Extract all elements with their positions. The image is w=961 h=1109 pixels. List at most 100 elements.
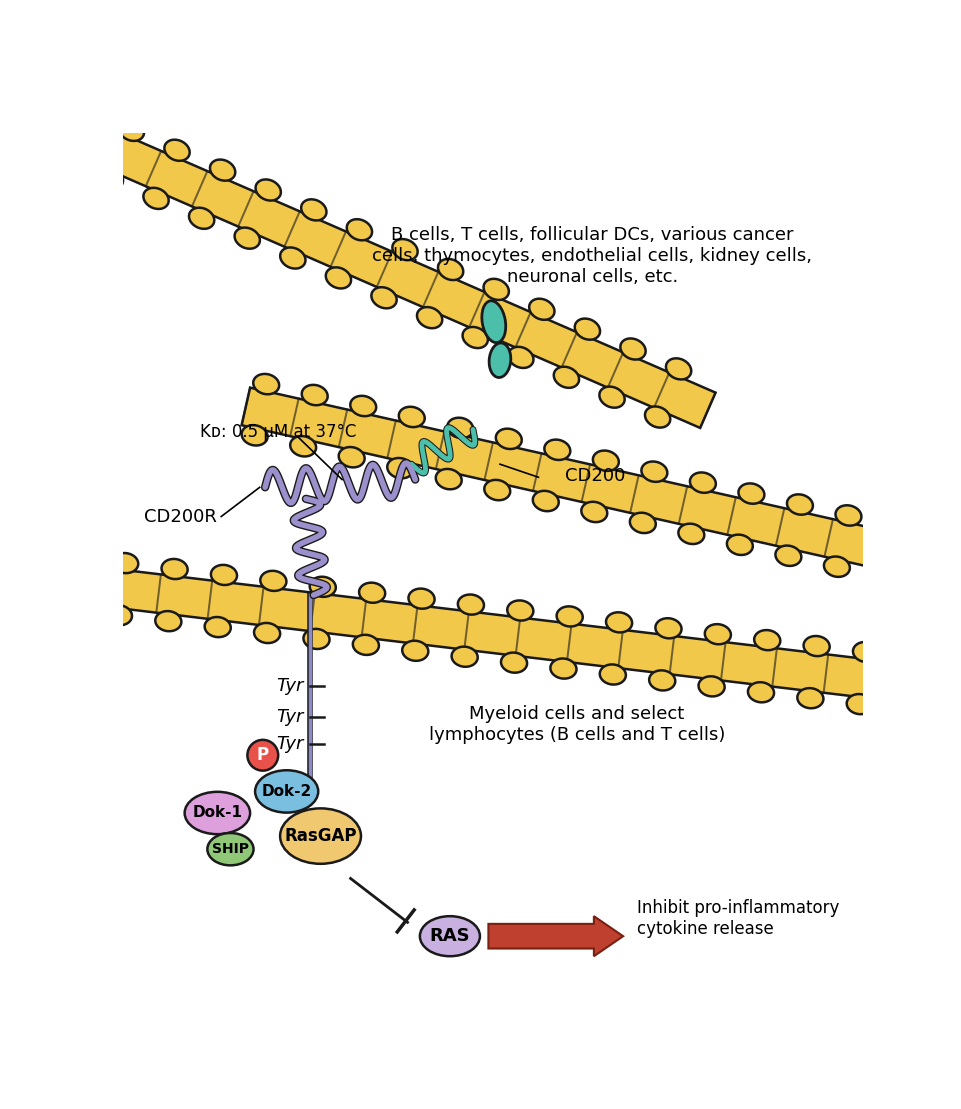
- Ellipse shape: [387, 458, 412, 478]
- Text: Dok-2: Dok-2: [261, 784, 311, 798]
- Ellipse shape: [786, 495, 812, 515]
- Ellipse shape: [350, 396, 376, 416]
- Ellipse shape: [483, 480, 509, 500]
- Ellipse shape: [253, 374, 279, 395]
- Ellipse shape: [358, 582, 384, 603]
- Ellipse shape: [649, 670, 675, 691]
- Ellipse shape: [727, 535, 752, 554]
- Polygon shape: [105, 568, 878, 699]
- Ellipse shape: [416, 307, 442, 328]
- Ellipse shape: [698, 676, 724, 696]
- Text: B cells, T cells, follicular DCs, various cancer
cells, thymocytes, endothelial : B cells, T cells, follicular DCs, variou…: [372, 226, 811, 286]
- Ellipse shape: [457, 594, 483, 614]
- Text: CD200: CD200: [565, 467, 625, 485]
- Ellipse shape: [208, 833, 254, 865]
- Text: Tyr: Tyr: [276, 708, 304, 725]
- Ellipse shape: [507, 347, 533, 368]
- Text: Dok-1: Dok-1: [192, 805, 242, 821]
- Ellipse shape: [654, 618, 680, 639]
- Ellipse shape: [835, 506, 860, 526]
- Ellipse shape: [435, 469, 461, 489]
- Text: RasGAP: RasGAP: [284, 827, 357, 845]
- Ellipse shape: [753, 630, 779, 650]
- Ellipse shape: [620, 338, 645, 359]
- Ellipse shape: [280, 808, 360, 864]
- Ellipse shape: [118, 120, 144, 141]
- Ellipse shape: [592, 450, 618, 471]
- Ellipse shape: [495, 429, 521, 449]
- Ellipse shape: [529, 298, 554, 319]
- Ellipse shape: [338, 447, 364, 467]
- Ellipse shape: [309, 577, 335, 597]
- Text: P: P: [257, 746, 268, 764]
- Ellipse shape: [605, 612, 631, 632]
- Ellipse shape: [106, 606, 132, 625]
- Ellipse shape: [483, 278, 508, 299]
- Ellipse shape: [290, 436, 316, 457]
- Ellipse shape: [556, 607, 582, 627]
- Ellipse shape: [326, 267, 351, 288]
- Ellipse shape: [704, 624, 730, 644]
- Ellipse shape: [544, 439, 570, 460]
- Ellipse shape: [301, 200, 326, 221]
- Ellipse shape: [689, 472, 715, 492]
- Ellipse shape: [185, 792, 250, 834]
- Ellipse shape: [641, 461, 667, 481]
- Text: Tyr: Tyr: [276, 676, 304, 695]
- Ellipse shape: [738, 484, 764, 503]
- Ellipse shape: [501, 652, 527, 673]
- Ellipse shape: [678, 523, 703, 545]
- FancyArrow shape: [488, 916, 623, 956]
- Ellipse shape: [506, 600, 532, 621]
- Ellipse shape: [353, 634, 379, 655]
- Ellipse shape: [392, 240, 417, 261]
- Text: Inhibit pro-inflammatory
cytokine release: Inhibit pro-inflammatory cytokine releas…: [636, 899, 839, 938]
- Ellipse shape: [260, 571, 286, 591]
- Text: CD200R: CD200R: [144, 508, 217, 526]
- Ellipse shape: [209, 160, 235, 181]
- Text: RAS: RAS: [430, 927, 470, 945]
- Ellipse shape: [797, 689, 823, 709]
- Ellipse shape: [599, 387, 624, 408]
- Ellipse shape: [112, 553, 138, 573]
- Ellipse shape: [161, 559, 187, 579]
- Ellipse shape: [241, 425, 267, 446]
- Ellipse shape: [98, 167, 123, 189]
- Ellipse shape: [143, 187, 168, 208]
- Ellipse shape: [402, 641, 428, 661]
- Ellipse shape: [629, 512, 655, 533]
- Ellipse shape: [802, 635, 828, 657]
- Ellipse shape: [554, 367, 579, 388]
- Ellipse shape: [574, 318, 600, 339]
- Ellipse shape: [408, 589, 434, 609]
- Text: SHIP: SHIP: [211, 842, 249, 856]
- Ellipse shape: [580, 501, 606, 522]
- Circle shape: [247, 740, 278, 771]
- Ellipse shape: [419, 916, 480, 956]
- Ellipse shape: [488, 343, 510, 377]
- Ellipse shape: [155, 611, 182, 631]
- Ellipse shape: [665, 358, 691, 379]
- Ellipse shape: [644, 407, 670, 428]
- Ellipse shape: [234, 227, 259, 248]
- Ellipse shape: [451, 647, 478, 667]
- Ellipse shape: [255, 771, 318, 813]
- Ellipse shape: [550, 659, 576, 679]
- Ellipse shape: [823, 557, 849, 577]
- Ellipse shape: [852, 642, 878, 662]
- Ellipse shape: [481, 301, 505, 343]
- Ellipse shape: [188, 207, 214, 228]
- Text: Kᴅ: 0.5 μM at 37°C: Kᴅ: 0.5 μM at 37°C: [200, 423, 356, 441]
- Ellipse shape: [164, 140, 189, 161]
- Ellipse shape: [254, 623, 280, 643]
- Ellipse shape: [302, 385, 328, 405]
- Ellipse shape: [280, 247, 306, 268]
- Ellipse shape: [210, 564, 236, 586]
- Polygon shape: [99, 131, 715, 428]
- Ellipse shape: [437, 258, 463, 281]
- Ellipse shape: [532, 491, 558, 511]
- Ellipse shape: [346, 220, 372, 241]
- Ellipse shape: [599, 664, 626, 684]
- Text: Tyr: Tyr: [276, 734, 304, 753]
- Polygon shape: [241, 388, 880, 568]
